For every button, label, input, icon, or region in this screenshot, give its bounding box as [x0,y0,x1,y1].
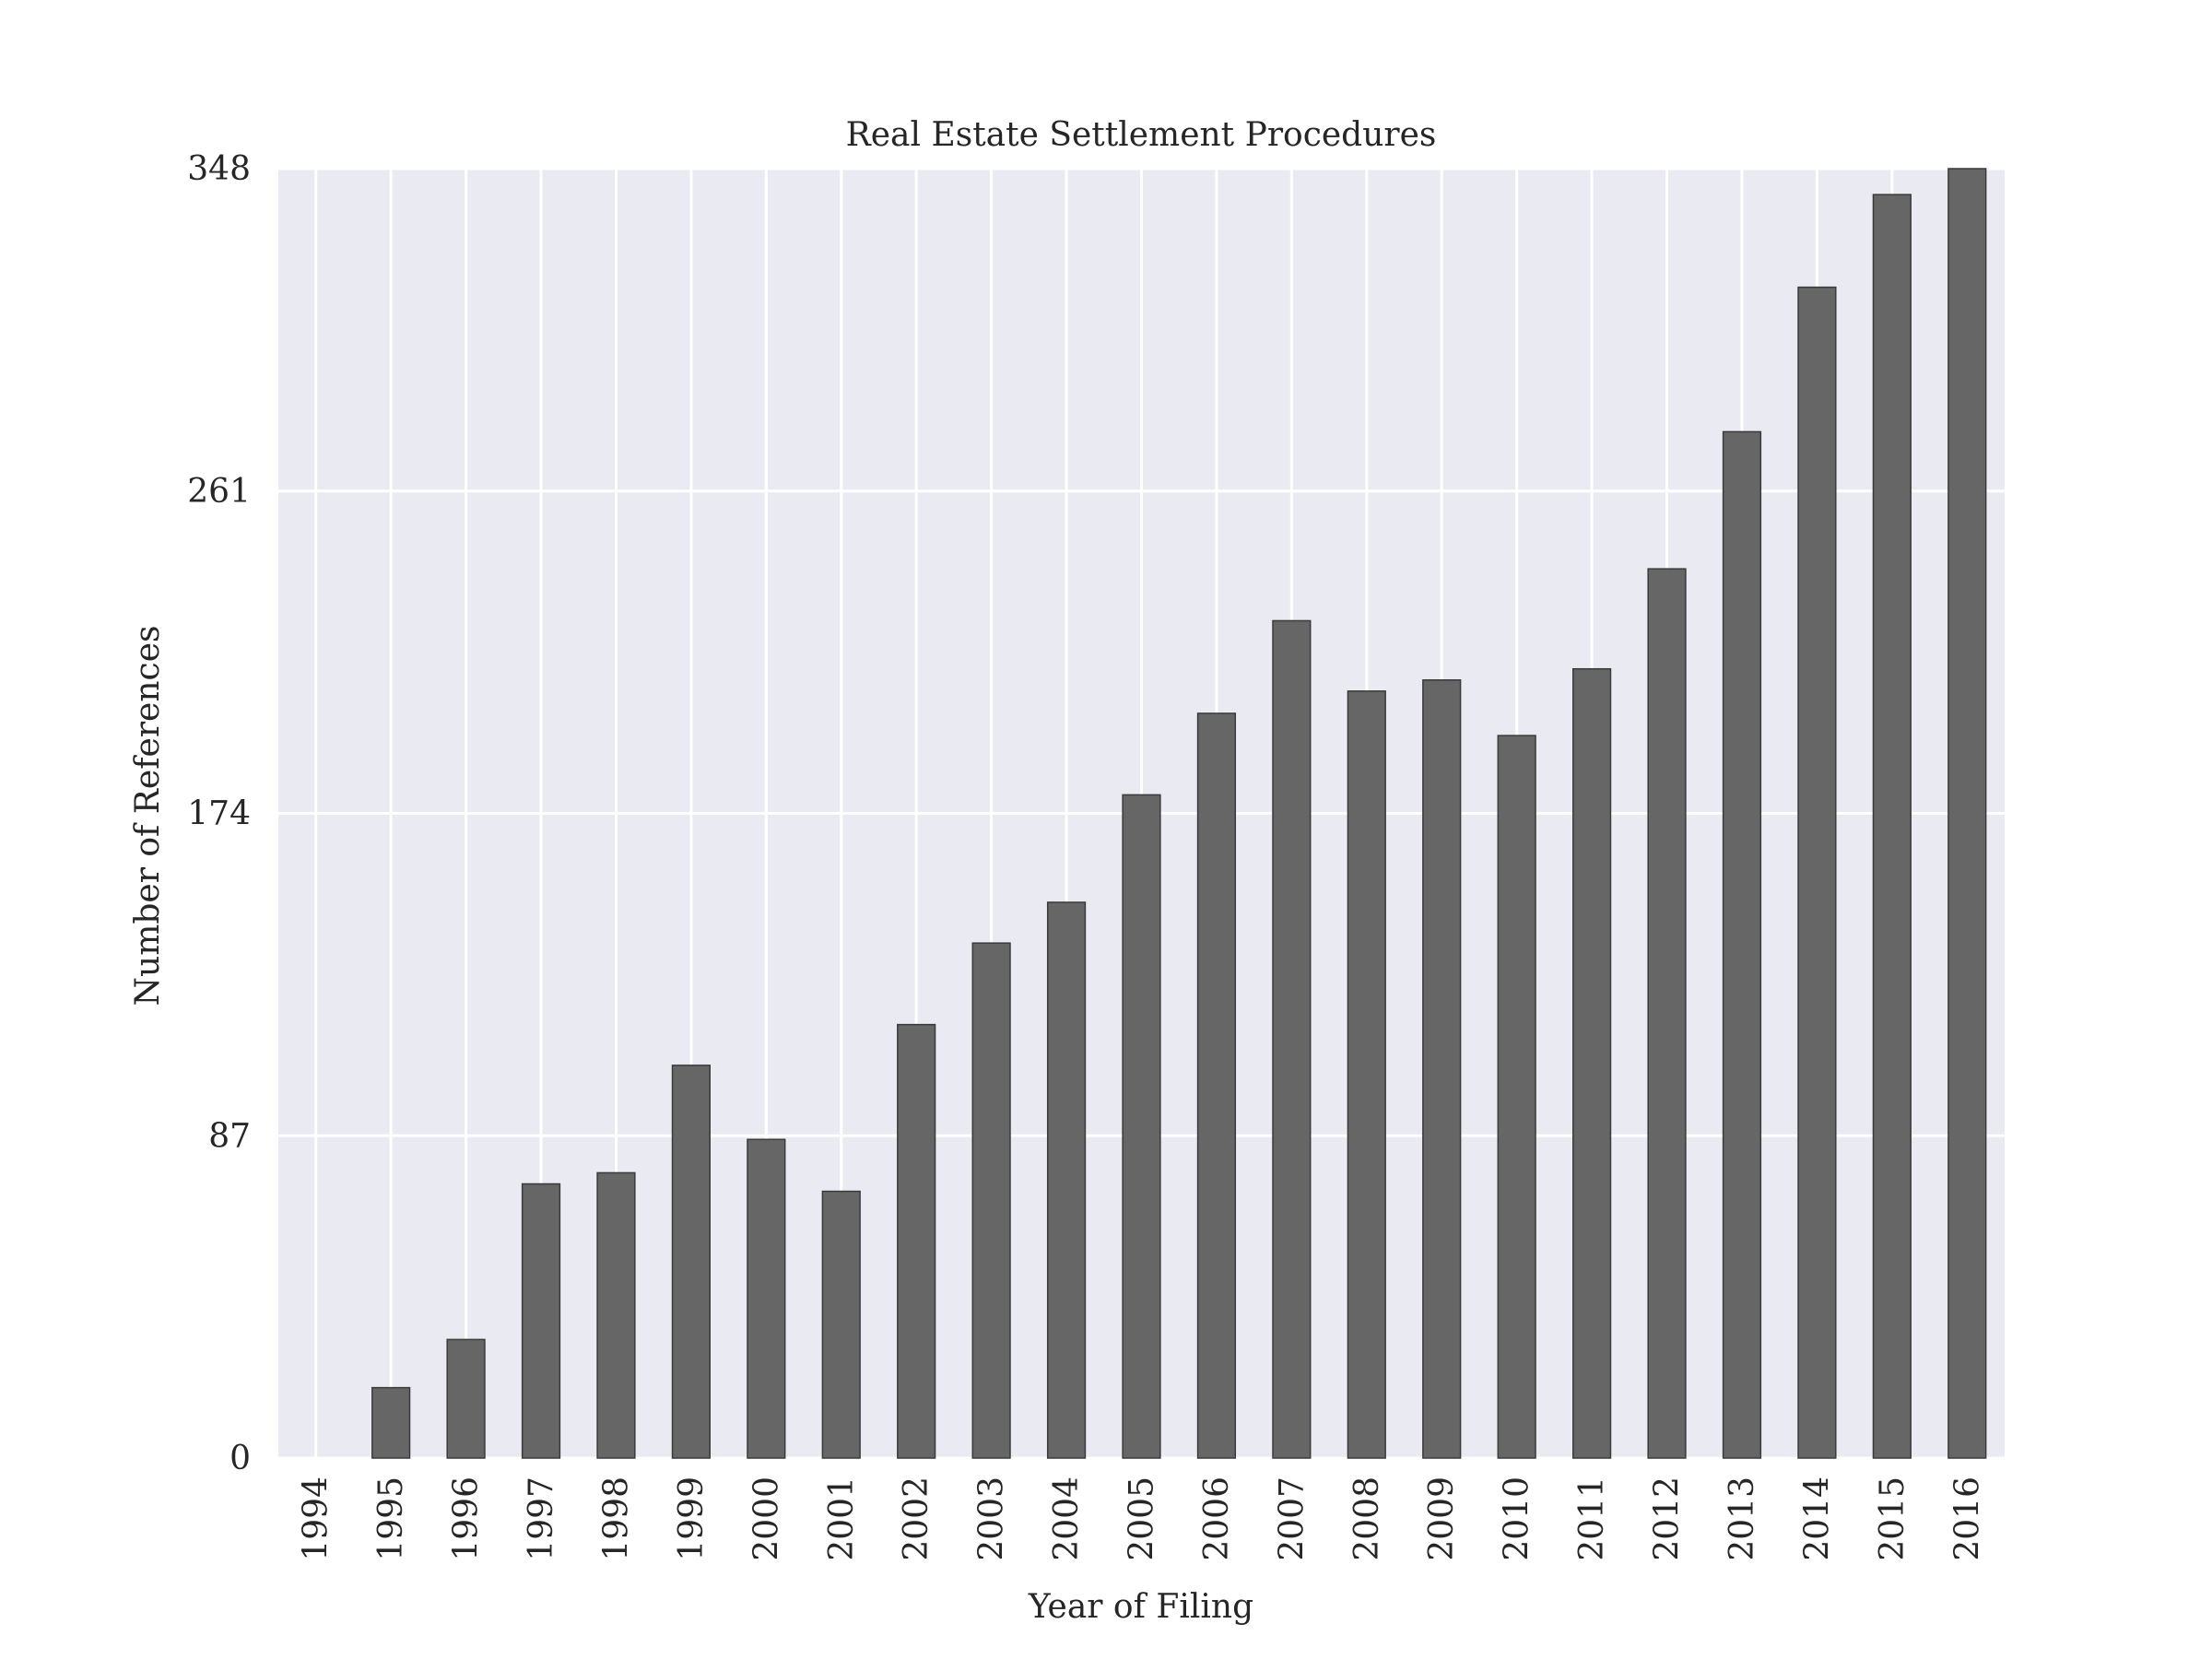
x-tick-label: 2002 [898,1477,935,1561]
bar-2005 [1122,794,1161,1459]
x-axis-label: Year of Filing [1028,1588,1253,1626]
bar-1996 [446,1338,486,1459]
bar-1995 [371,1386,411,1459]
x-tick-label: 1998 [597,1477,635,1561]
x-tick-label: 2015 [1874,1477,1912,1561]
chart-title: Real Estate Settlement Procedures [846,116,1437,154]
bar-2001 [821,1190,861,1459]
x-tick-label: 1995 [372,1477,410,1561]
bar-2004 [1046,901,1087,1459]
y-tick-label: 174 [187,795,251,833]
bar-2015 [1872,194,1912,1459]
x-tick-label: 2009 [1423,1477,1461,1561]
bar-2010 [1497,735,1536,1459]
bar-2003 [971,942,1011,1459]
x-tick-label: 2001 [823,1477,861,1561]
x-tick-label: 2010 [1499,1477,1536,1561]
x-tick-label: 2016 [1948,1477,1986,1561]
x-tick-label: 2011 [1573,1477,1611,1561]
x-tick-label: 1997 [523,1477,560,1561]
bar-2007 [1272,619,1312,1459]
bar-2000 [747,1138,786,1459]
x-tick-label: 1994 [298,1477,335,1561]
x-tick-label: 2013 [1724,1477,1761,1561]
x-tick-labels: 1994 1995 1996 1997 1998 1999 2000 2001 2002 2003… [298,1477,1987,1561]
x-tick-label: 2014 [1798,1477,1836,1561]
y-tick-label: 261 [187,473,251,511]
bar-1998 [596,1171,636,1459]
bar-2002 [897,1023,936,1459]
bar-2011 [1572,667,1612,1459]
x-tick-label: 2003 [973,1477,1011,1561]
bar-2016 [1947,168,1987,1459]
y-tick-label: 0 [229,1440,251,1477]
x-tick-label: 1999 [673,1477,711,1561]
x-tick-label: 2007 [1273,1477,1311,1561]
bar-1999 [671,1065,711,1459]
y-axis-label: Number of References [129,626,167,1006]
x-tick-label: 2008 [1348,1477,1386,1561]
bar-1997 [521,1182,561,1459]
x-tick-label: 2004 [1048,1477,1086,1561]
x-tick-label: 2006 [1198,1477,1236,1561]
x-tick-label: 2000 [747,1477,785,1561]
x-tick-label: 2012 [1649,1477,1687,1561]
bar-2013 [1722,430,1762,1459]
bars [371,168,1987,1459]
bar-2012 [1647,568,1687,1459]
y-tick-label: 348 [187,150,251,188]
bar-2006 [1196,712,1237,1459]
x-tick-label: 1996 [448,1477,486,1561]
bar-2014 [1797,286,1837,1459]
y-tick-label: 87 [208,1117,251,1155]
bar-2008 [1347,690,1386,1459]
x-tick-label: 2005 [1124,1477,1161,1561]
y-tick-labels: 0 87 174 261 348 [187,150,251,1477]
bar-2009 [1422,679,1462,1459]
